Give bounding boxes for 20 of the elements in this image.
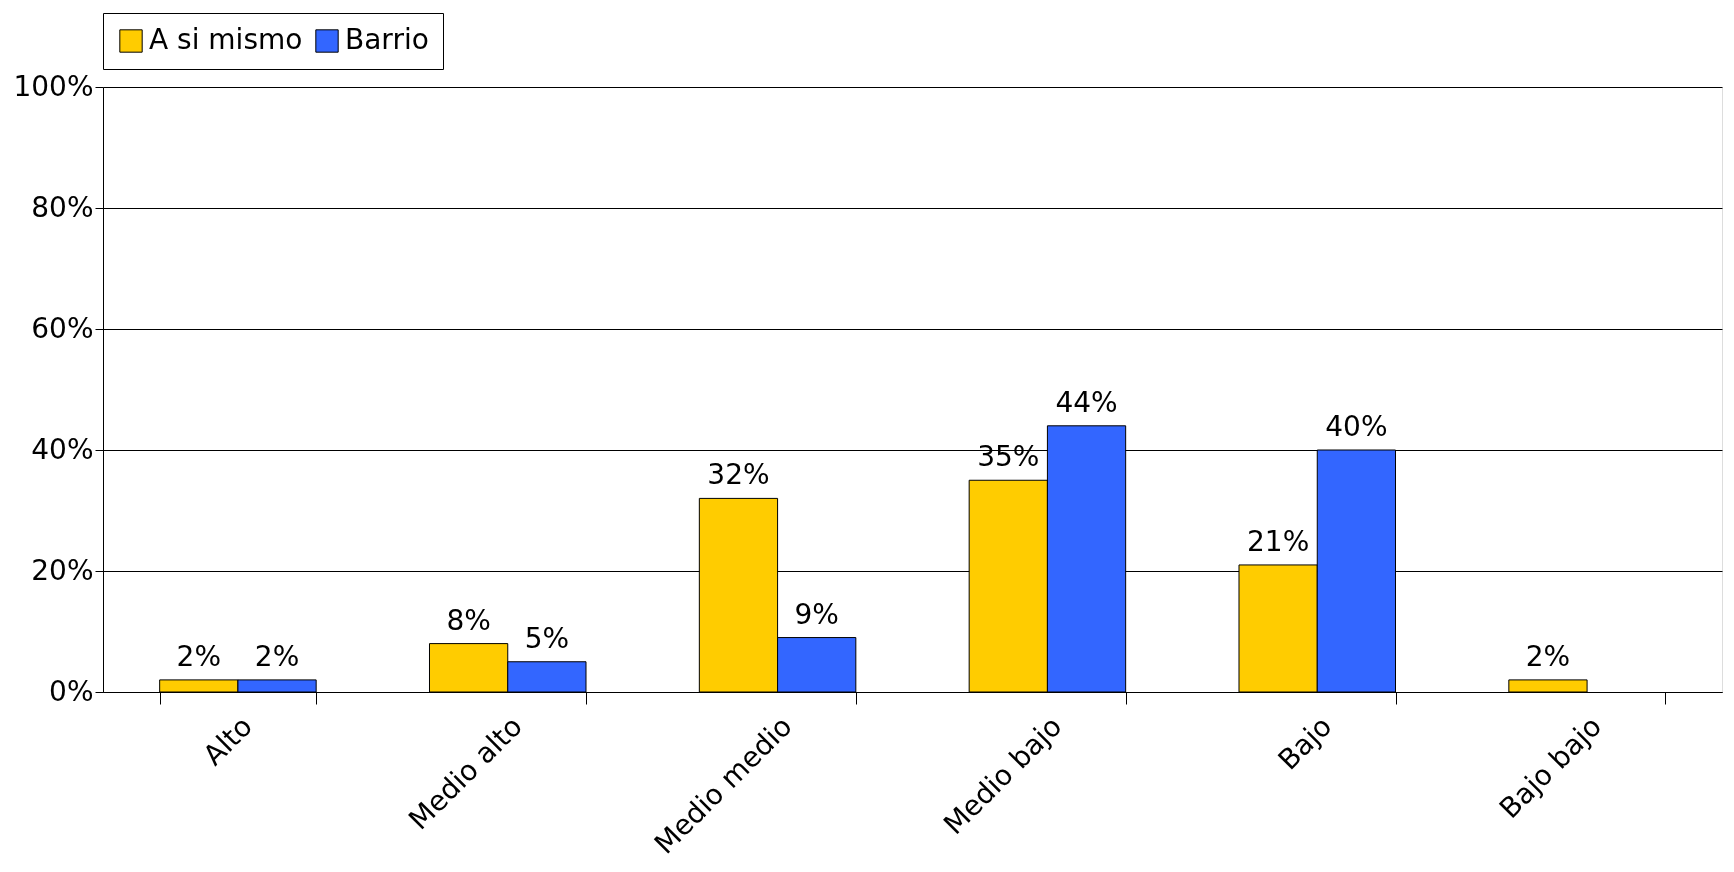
y-tick-label: 80% [31,190,94,224]
data-label: 9% [794,597,839,631]
data-label: 2% [176,639,221,673]
data-label: 8% [446,603,491,637]
legend-label: A si mismo [149,23,303,56]
data-label: 5% [524,621,570,655]
data-label: 21% [1247,524,1310,558]
data-label: 2% [1525,639,1571,673]
x-tick-label: Alto [196,709,259,772]
data-label: 44% [1055,385,1118,419]
y-tick-label: 100% [13,69,94,103]
data-label: 40% [1325,410,1388,443]
data-label: 2% [254,639,300,673]
y-tick-label: 60% [31,311,94,345]
data-label: 35% [977,440,1040,474]
legend-label: Barrio [345,23,429,56]
y-tick-label: 40% [31,432,94,466]
y-tick-label: 20% [31,553,94,587]
data-label: 32% [707,458,770,492]
y-tick-label: 0% [49,674,94,708]
